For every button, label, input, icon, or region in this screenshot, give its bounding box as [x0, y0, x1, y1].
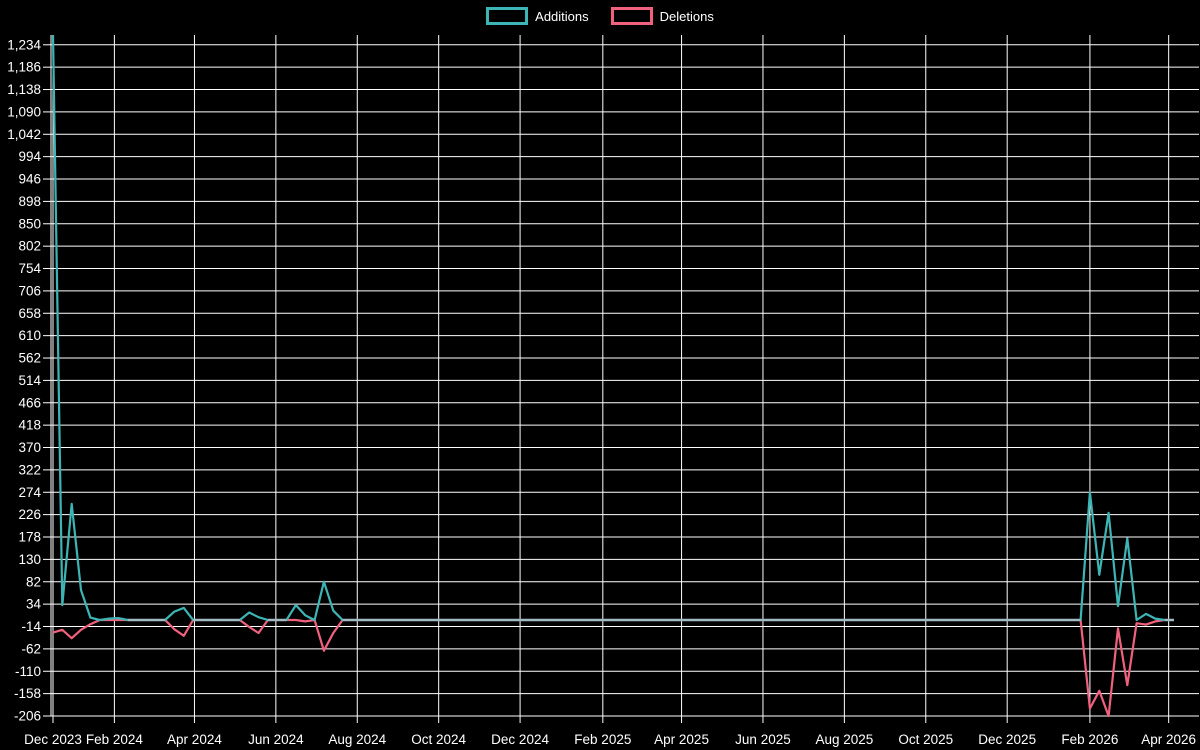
- x-tick-label: Jun 2025: [735, 732, 791, 747]
- y-tick-label: 322: [18, 462, 41, 477]
- additions-swatch-icon: [486, 7, 529, 25]
- y-tick-label: 178: [18, 530, 41, 545]
- y-tick-label: -206: [14, 709, 41, 724]
- y-tick-label: 1,042: [7, 127, 41, 142]
- y-tick-label: 1,090: [7, 104, 41, 119]
- x-tick-label: Oct 2025: [898, 732, 953, 747]
- y-tick-label: -110: [15, 664, 41, 679]
- x-tick-label: Apr 2026: [1141, 732, 1196, 747]
- additions-line: [51, 34, 1174, 622]
- x-tick-label: Dec 2024: [491, 732, 549, 747]
- y-tick-label: 1,138: [7, 82, 41, 97]
- y-tick-label: 1,186: [7, 60, 41, 75]
- y-tick-label: 850: [18, 216, 41, 231]
- x-tick-label: Dec 2023: [24, 732, 82, 747]
- y-tick-label: 658: [18, 306, 41, 321]
- y-tick-label: 898: [18, 194, 41, 209]
- chart-legend: Additions Deletions: [0, 7, 1200, 25]
- y-tick-label: 610: [18, 328, 41, 343]
- y-tick-label: 1,234: [7, 37, 41, 52]
- y-tick-label: 994: [18, 149, 41, 164]
- legend-item-deletions[interactable]: Deletions: [610, 7, 714, 25]
- legend-label-additions: Additions: [535, 8, 589, 24]
- y-tick-label: 370: [18, 440, 41, 455]
- x-tick-label: Apr 2024: [167, 732, 222, 747]
- y-tick-label: 754: [18, 261, 41, 276]
- y-tick-label: 802: [18, 239, 41, 254]
- y-tick-label: 562: [18, 351, 41, 366]
- x-tick-label: Aug 2025: [815, 732, 873, 747]
- y-tick-label: 274: [18, 485, 41, 500]
- y-tick-label: 514: [18, 373, 41, 388]
- deletions-swatch-icon: [610, 7, 653, 25]
- x-tick-label: Jun 2024: [248, 732, 304, 747]
- y-tick-label: 82: [26, 574, 41, 589]
- y-tick-label: -158: [14, 686, 41, 701]
- y-tick-label: 466: [18, 395, 41, 410]
- deletions-line: [52, 618, 1174, 718]
- x-tick-label: Aug 2024: [328, 732, 386, 747]
- legend-label-deletions: Deletions: [659, 8, 714, 24]
- y-tick-label: -14: [21, 619, 41, 634]
- legend-item-additions[interactable]: Additions: [486, 7, 589, 25]
- y-tick-label: 226: [18, 507, 41, 522]
- x-tick-label: Feb 2024: [86, 732, 144, 747]
- y-tick-label: 418: [18, 418, 41, 433]
- y-tick-label: -62: [21, 641, 41, 656]
- x-tick-label: Feb 2025: [574, 732, 631, 747]
- y-tick-label: 130: [18, 552, 41, 567]
- y-tick-label: 946: [18, 172, 41, 187]
- x-tick-label: Feb 2026: [1061, 732, 1118, 747]
- y-tick-label: 34: [26, 597, 42, 612]
- x-tick-label: Dec 2025: [978, 732, 1036, 747]
- x-tick-label: Apr 2025: [654, 732, 709, 747]
- y-tick-label: 706: [18, 283, 41, 298]
- x-tick-label: Oct 2024: [411, 732, 466, 747]
